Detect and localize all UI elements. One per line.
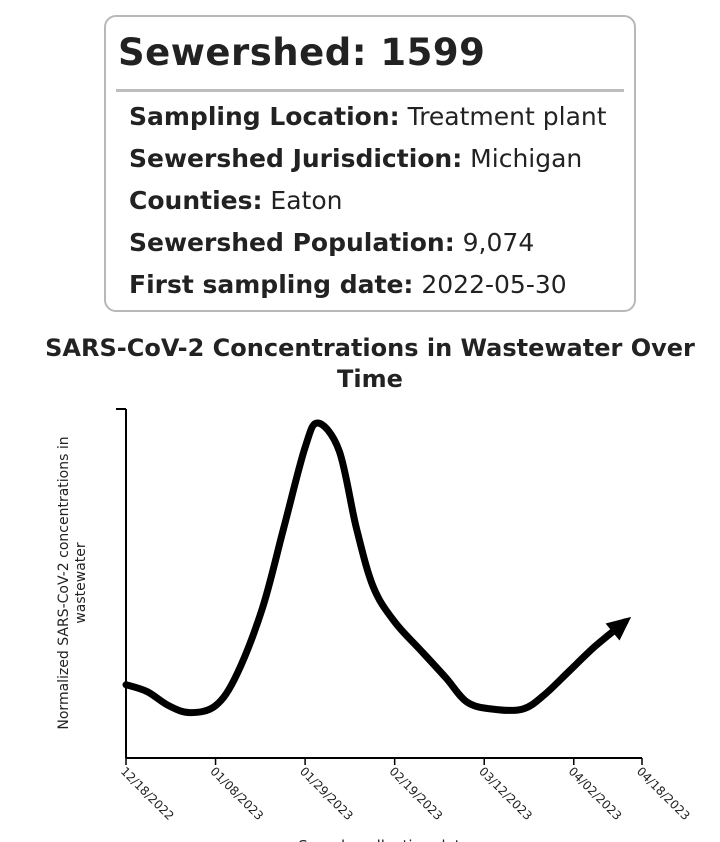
- chart-title: SARS-CoV-2 Concentrations in Wastewater …: [45, 334, 695, 393]
- counties-value: Eaton: [262, 186, 343, 215]
- title-divider: [116, 89, 624, 92]
- jurisdiction-value: Michigan: [462, 144, 583, 173]
- sewershed-details: Sampling Location: Treatment plant Sewer…: [129, 96, 607, 306]
- counties-label: Counties:: [129, 186, 263, 215]
- first-sampling-date-label: First sampling date:: [129, 270, 414, 299]
- population-row: Sewershed Population: 9,074: [129, 222, 607, 264]
- x-tick-label: 04/18/2023: [634, 764, 693, 823]
- sampling-location-row: Sampling Location: Treatment plant: [129, 96, 607, 138]
- sewershed-title: Sewershed: 1599: [118, 31, 486, 74]
- x-tick-label: 04/02/2023: [566, 764, 625, 823]
- x-tick-label: 01/29/2023: [297, 764, 356, 823]
- x-tick-label: 03/12/2023: [476, 764, 535, 823]
- sampling-location-value: Treatment plant: [399, 102, 607, 131]
- x-tick-label: 12/18/2022: [118, 764, 177, 823]
- first-sampling-date-value: 2022-05-30: [413, 270, 567, 299]
- population-value: 9,074: [454, 228, 535, 257]
- jurisdiction-row: Sewershed Jurisdiction: Michigan: [129, 138, 607, 180]
- sewershed-info-card: Sewershed: 1599 Sampling Location: Treat…: [104, 15, 636, 312]
- jurisdiction-label: Sewershed Jurisdiction:: [129, 144, 463, 173]
- series-line: [122, 419, 629, 717]
- counties-row: Counties: Eaton: [129, 180, 607, 222]
- sampling-location-label: Sampling Location:: [129, 102, 400, 131]
- population-label: Sewershed Population:: [129, 228, 455, 257]
- series-end-arrow: [605, 616, 632, 641]
- x-tick-label: 02/19/2023: [387, 764, 446, 823]
- y-axis-title: Normalized SARS-CoV-2 concentrations inw…: [56, 436, 89, 729]
- x-tick-label: 01/08/2023: [207, 764, 266, 823]
- first-sampling-date-row: First sampling date: 2022-05-30: [129, 264, 607, 306]
- x-axis-title: Sample collection date: [298, 837, 470, 842]
